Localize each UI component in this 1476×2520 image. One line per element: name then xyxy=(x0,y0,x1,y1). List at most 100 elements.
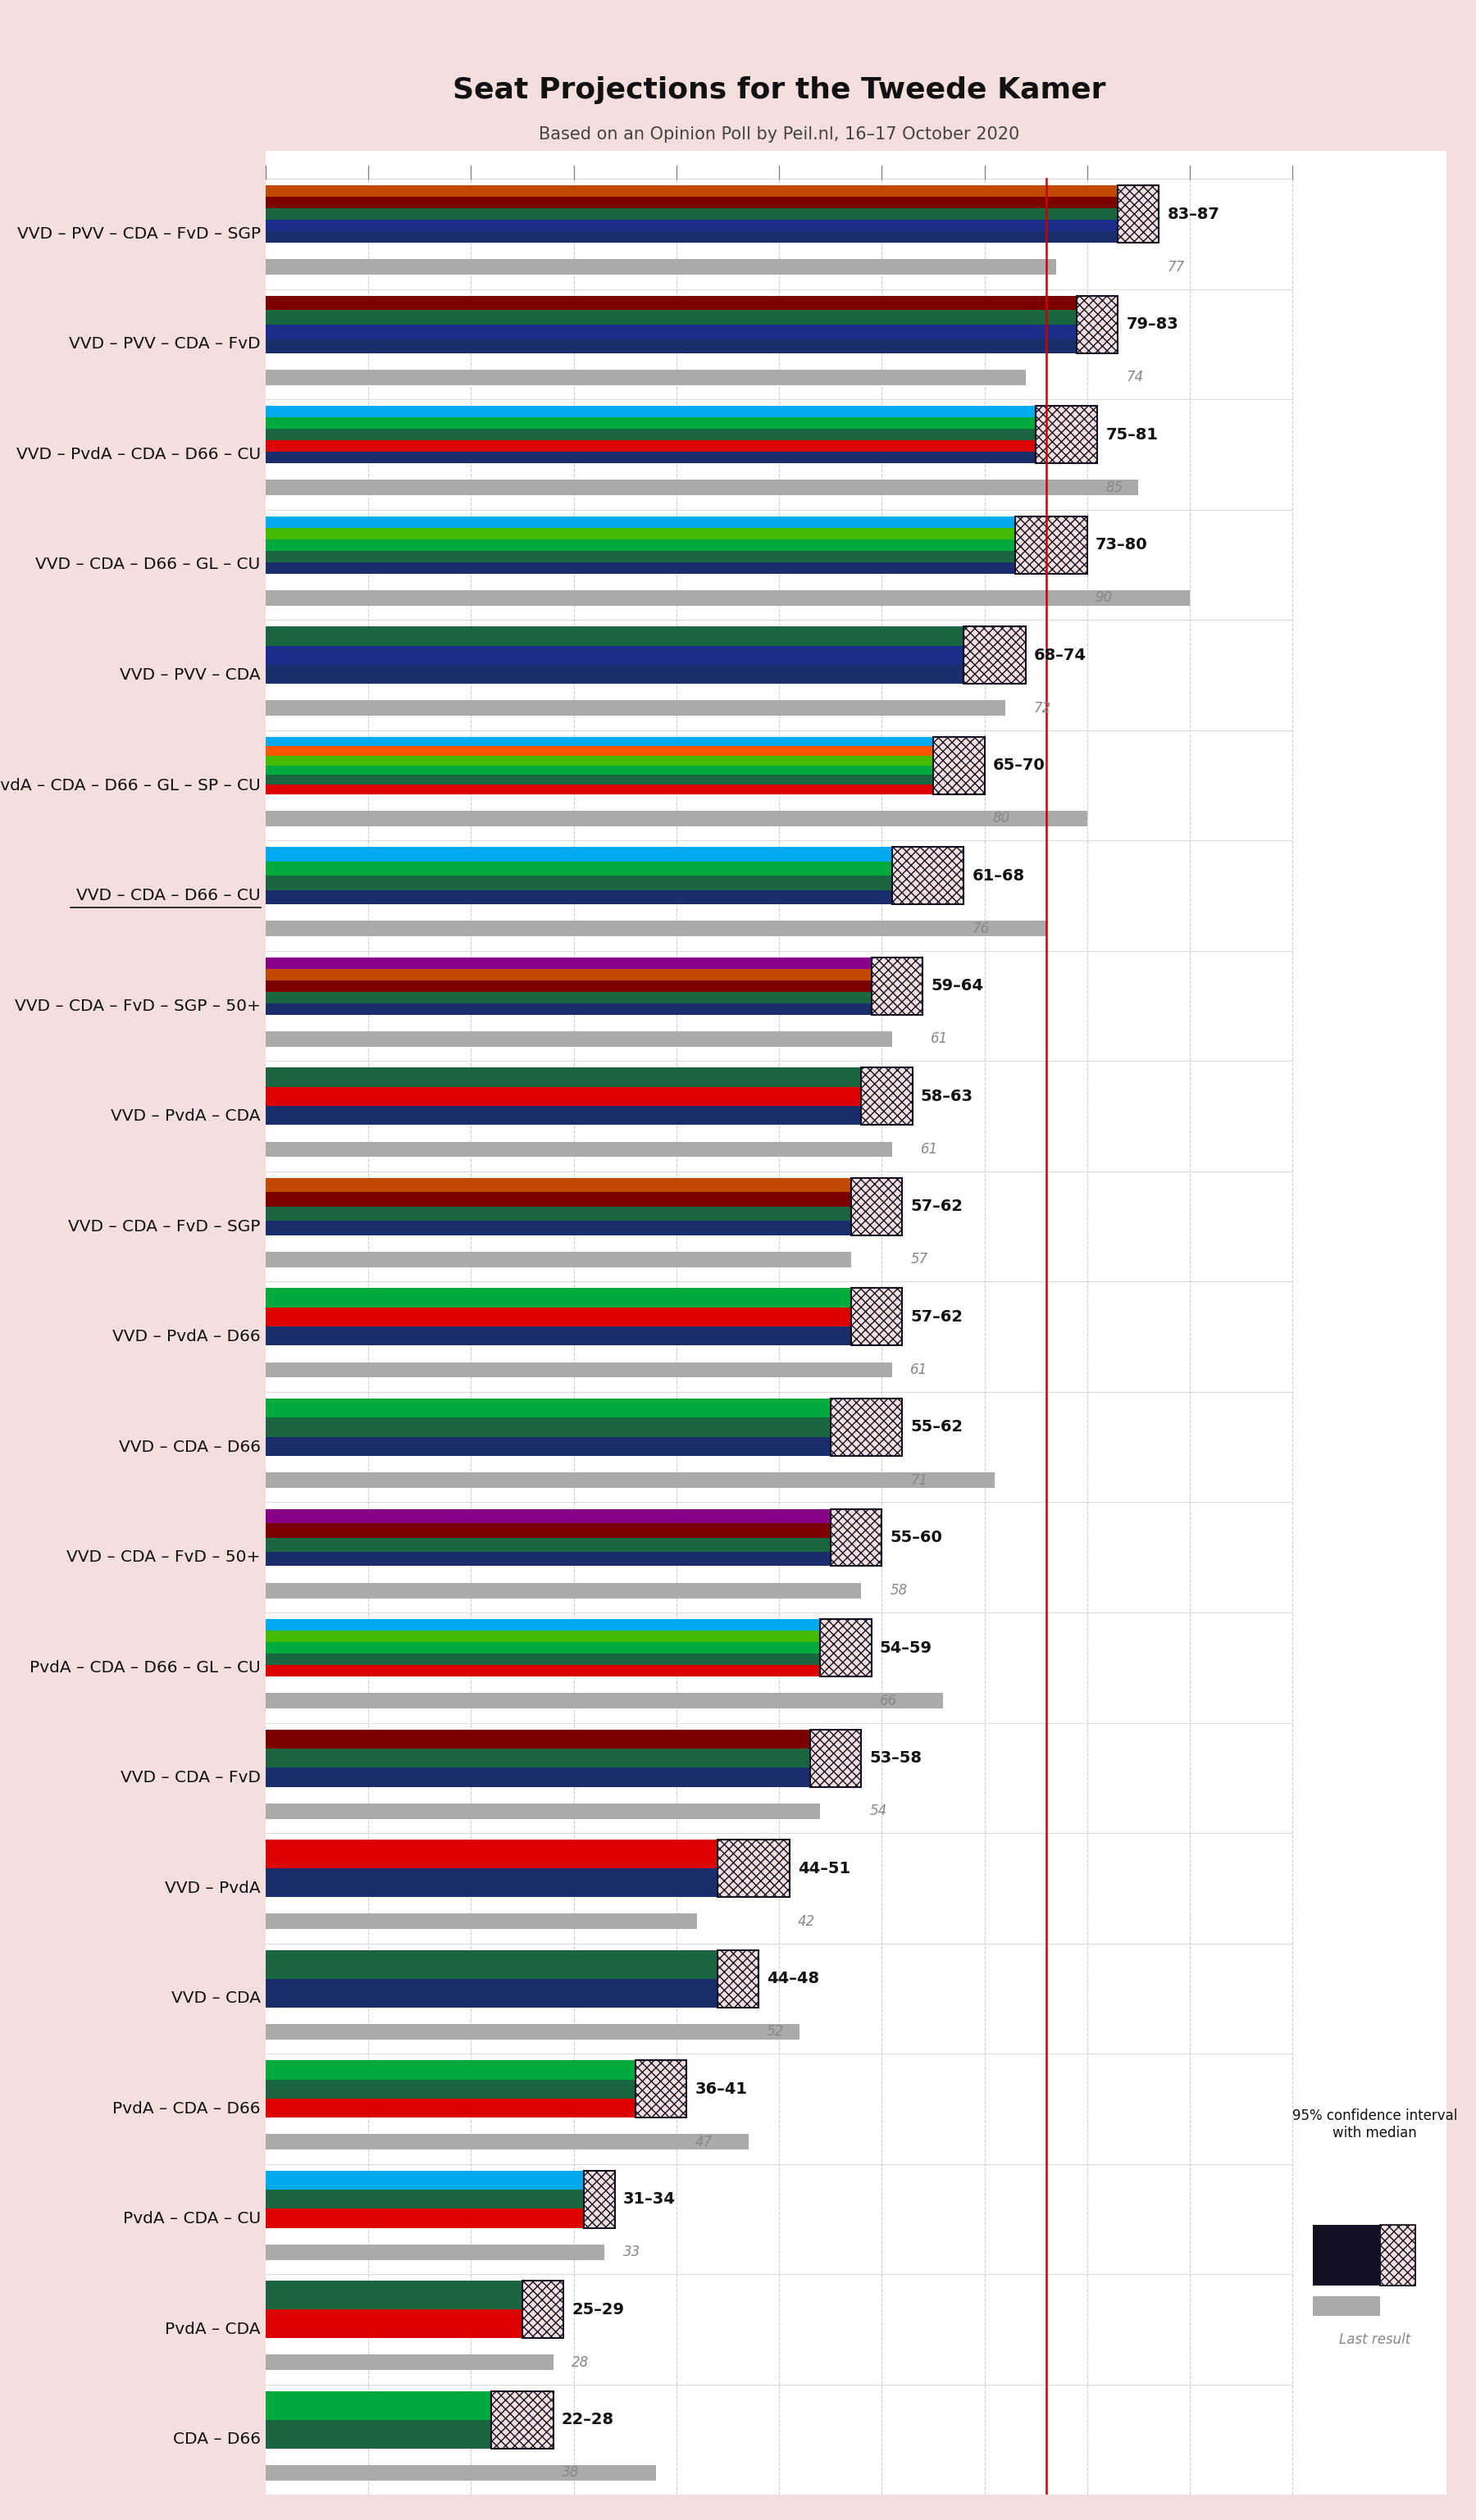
Bar xyxy=(861,1068,912,1124)
Text: 25–29: 25–29 xyxy=(571,2301,624,2318)
Text: 28: 28 xyxy=(571,2356,589,2369)
Bar xyxy=(523,2281,564,2339)
Bar xyxy=(266,1003,871,1016)
Bar xyxy=(266,418,1036,428)
Bar xyxy=(266,847,892,862)
Bar xyxy=(266,2099,635,2117)
Bar xyxy=(933,736,984,794)
Bar xyxy=(831,1509,881,1567)
Bar xyxy=(266,2079,635,2099)
Bar xyxy=(266,1142,892,1157)
Bar xyxy=(266,1177,852,1192)
Bar xyxy=(635,2061,686,2117)
Bar xyxy=(871,958,922,1016)
Bar xyxy=(852,1177,902,1235)
Text: PvdA – CDA – D66: PvdA – CDA – D66 xyxy=(112,2102,261,2117)
Bar xyxy=(717,1840,790,1898)
Bar xyxy=(266,1913,697,1928)
Text: 47: 47 xyxy=(695,2134,713,2150)
Bar xyxy=(492,2391,554,2449)
Bar xyxy=(492,2391,554,2449)
Bar xyxy=(266,552,1015,562)
Bar xyxy=(266,958,871,968)
Bar xyxy=(1117,186,1159,242)
Bar xyxy=(1036,406,1097,464)
Text: 57–62: 57–62 xyxy=(911,1200,962,1215)
Bar xyxy=(266,1419,831,1436)
Bar xyxy=(266,1399,831,1419)
Bar xyxy=(266,1552,831,1567)
Bar xyxy=(266,590,1190,605)
Bar xyxy=(266,428,1036,441)
Text: 80: 80 xyxy=(993,811,1010,827)
Bar xyxy=(266,890,892,905)
Bar xyxy=(266,1643,821,1653)
Bar xyxy=(266,260,1057,275)
Bar xyxy=(266,2245,605,2260)
Bar xyxy=(266,1804,821,1819)
Text: 54–59: 54–59 xyxy=(880,1641,933,1656)
Bar xyxy=(266,776,933,784)
Text: 22–28: 22–28 xyxy=(561,2412,614,2427)
Bar xyxy=(266,2061,635,2079)
Bar xyxy=(717,1950,759,2008)
Text: 95% confidence interval
with median: 95% confidence interval with median xyxy=(1292,2109,1457,2139)
Bar xyxy=(266,736,933,746)
Text: VVD – CDA – D66 – CU: VVD – CDA – D66 – CU xyxy=(77,887,261,905)
Bar xyxy=(1117,186,1159,242)
Text: 55–60: 55–60 xyxy=(890,1530,942,1545)
Bar xyxy=(266,539,1015,552)
Bar xyxy=(266,811,1088,827)
Bar xyxy=(266,2210,584,2228)
Text: VVD – PvdA: VVD – PvdA xyxy=(165,1880,261,1895)
Bar xyxy=(266,2134,748,2150)
Bar xyxy=(266,1867,717,1898)
Text: 58: 58 xyxy=(890,1583,908,1598)
Bar xyxy=(821,1620,871,1676)
Bar xyxy=(1077,295,1117,353)
Bar xyxy=(1380,2225,1415,2286)
Bar xyxy=(852,1288,902,1346)
Bar xyxy=(717,1950,759,2008)
Bar xyxy=(266,784,933,794)
Bar xyxy=(821,1620,871,1676)
Bar xyxy=(266,627,964,645)
Bar xyxy=(266,479,1138,496)
Bar xyxy=(266,1326,852,1346)
Bar xyxy=(584,2170,615,2228)
Bar xyxy=(892,847,964,905)
Text: 83–87: 83–87 xyxy=(1168,207,1219,222)
Bar xyxy=(266,2419,492,2449)
Text: 42: 42 xyxy=(797,1913,815,1928)
Bar xyxy=(1036,406,1097,464)
Text: PvdA – CDA – D66 – GL – CU: PvdA – CDA – D66 – GL – CU xyxy=(30,1661,261,1676)
Bar xyxy=(852,1177,902,1235)
Bar xyxy=(266,756,933,766)
Bar xyxy=(266,862,892,877)
Bar xyxy=(964,627,1026,683)
Bar xyxy=(266,325,1077,338)
Text: 54: 54 xyxy=(869,1804,887,1819)
Bar xyxy=(852,1288,902,1346)
Bar xyxy=(266,1537,831,1552)
Bar xyxy=(892,847,964,905)
Bar xyxy=(266,1363,892,1378)
Bar xyxy=(266,1192,852,1207)
Bar xyxy=(266,197,1117,209)
Bar xyxy=(523,2281,564,2339)
Bar xyxy=(266,370,1026,386)
Text: 44–51: 44–51 xyxy=(797,1860,850,1877)
Text: 73–80: 73–80 xyxy=(1095,537,1147,552)
Bar xyxy=(1314,2225,1380,2286)
Bar xyxy=(831,1509,881,1567)
Bar xyxy=(266,1666,821,1676)
Text: Seat Projections for the Tweede Kamer: Seat Projections for the Tweede Kamer xyxy=(453,76,1106,103)
Text: CDA – D66: CDA – D66 xyxy=(173,2432,261,2447)
Text: 74: 74 xyxy=(1126,370,1144,386)
Text: 85: 85 xyxy=(1106,481,1123,494)
Bar xyxy=(266,1308,852,1326)
Text: VVD – PVV – CDA: VVD – PVV – CDA xyxy=(120,668,261,683)
Text: VVD – PvdA – CDA: VVD – PvdA – CDA xyxy=(111,1109,261,1124)
Text: VVD – CDA – FvD – SGP: VVD – CDA – FvD – SGP xyxy=(68,1220,261,1235)
Bar xyxy=(1314,2296,1380,2316)
